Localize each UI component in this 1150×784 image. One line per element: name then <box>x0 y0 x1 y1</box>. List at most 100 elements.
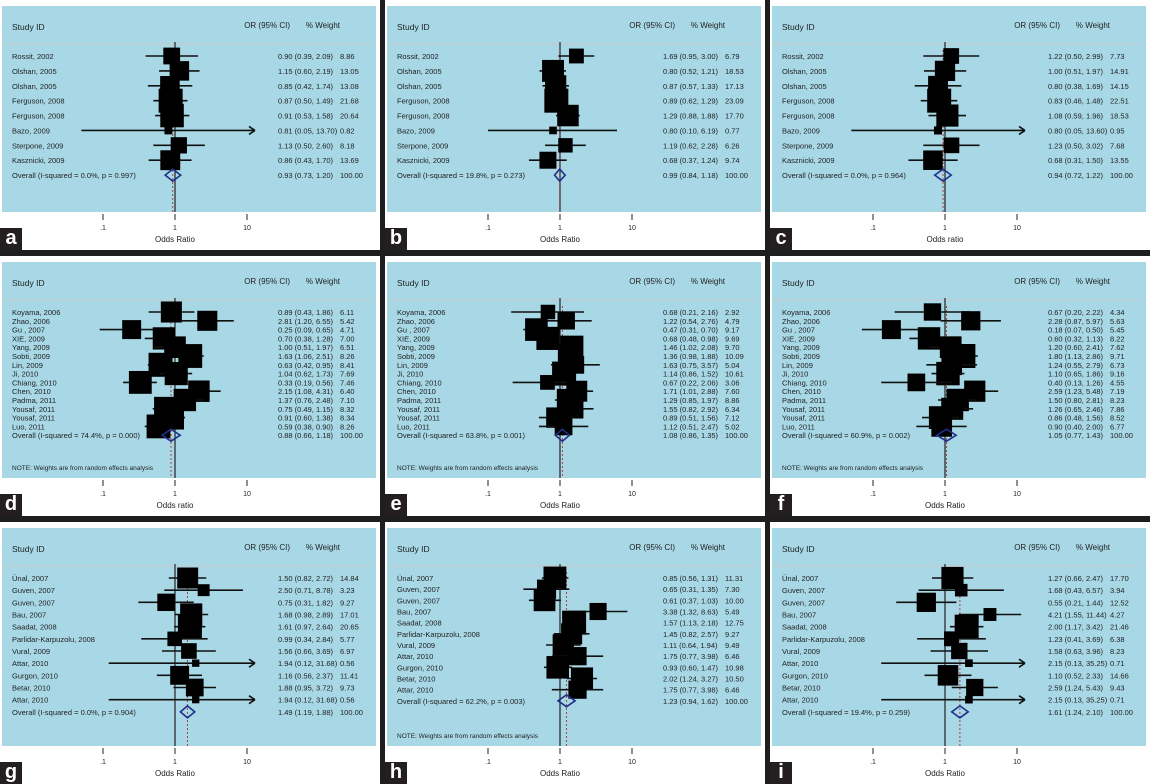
study-name: Vural, 2009 <box>782 647 820 656</box>
forest-plot-svg-f: Study ID OR (95% CI) % Weight Koyama, 2006 0… <box>772 262 1146 510</box>
study-row: Rossit, 2002 1.69 (0.95, 3.00) 6.79 <box>397 48 740 64</box>
weight-value: 17.01 <box>340 611 359 620</box>
study-name: Guven, 2007 <box>12 586 55 595</box>
study-name: Yousaf, 2011 <box>12 414 55 423</box>
study-name: Padma, 2011 <box>12 396 56 405</box>
point-estimate-box <box>568 647 587 666</box>
or-ci-value: 0.81 (0.05, 13.70) <box>278 126 338 135</box>
overall-or-ci: 1.23 (0.94, 1.62) <box>663 697 719 706</box>
point-estimate-box <box>540 375 555 390</box>
study-name: Rossit, 2002 <box>782 52 824 61</box>
study-name: Padma, 2011 <box>397 396 441 405</box>
or-ci-value: 0.80 (0.52, 1.21) <box>663 67 719 76</box>
point-estimate-box <box>568 48 584 64</box>
point-estimate-box <box>983 608 997 621</box>
weight-value: 8.26 <box>340 352 355 361</box>
overall-weight: 100.00 <box>725 431 748 440</box>
or-ci-value: 1.58 (0.63, 3.96) <box>1048 647 1104 656</box>
x-tick-label: 10 <box>628 491 636 498</box>
study-name: Vural, 2009 <box>397 641 435 650</box>
study-row: Parlidar-Karpuzolu, 2008 1.23 (0.41, 3.69… <box>782 631 1125 647</box>
study-name: XIE, 2009 <box>782 334 815 343</box>
study-name: Gurgon, 2010 <box>12 671 58 680</box>
weight-value: 7.12 <box>725 414 740 423</box>
header-study-id: Study ID <box>12 278 45 288</box>
study-row: Attar, 2010 2.15 (0.13, 35.25) 0.71 <box>782 695 1125 705</box>
x-tick-label: 1 <box>173 225 177 232</box>
overall-label: Overall (I-squared = 0.0%, p = 0.964) <box>782 171 906 180</box>
x-axis-label: Odds Ratio <box>155 235 196 244</box>
forest-panel-f: Study ID OR (95% CI) % Weight Koyama, 2006 0… <box>770 256 1150 516</box>
study-name: Rossit, 2002 <box>397 52 439 61</box>
forest-plot-svg-h: Study ID OR (95% CI) % Weight Ünal, 2007 0.8… <box>387 528 761 778</box>
study-name: Yang, 2009 <box>397 343 435 352</box>
panel-label-i: i <box>770 762 792 784</box>
study-name: Gu , 2007 <box>782 326 815 335</box>
study-name: Yousaf, 2011 <box>397 414 440 423</box>
weight-value: 0.71 <box>1110 659 1125 668</box>
study-name: Ji, 2010 <box>12 370 38 379</box>
study-name: Guven, 2007 <box>782 586 825 595</box>
point-estimate-box <box>933 126 943 135</box>
overall-diamond <box>160 428 182 443</box>
weight-value: 23.09 <box>725 97 744 106</box>
or-ci-value: 1.45 (0.82, 2.57) <box>663 630 719 639</box>
x-tick-label: 1 <box>173 491 177 498</box>
study-name: Bazo, 2009 <box>397 126 435 135</box>
weight-value: 6.79 <box>725 52 740 61</box>
overall-label: Overall (I-squared = 0.0%, p = 0.904) <box>12 708 136 717</box>
weight-value: 6.97 <box>340 647 355 656</box>
study-row: Luo, 2011 0.90 (0.40, 2.00) 6.77 <box>782 416 1125 437</box>
or-ci-value: 0.89 (0.62, 1.29) <box>663 97 719 106</box>
point-estimate-box <box>589 602 607 621</box>
study-row: Bazo, 2009 0.80 (0.05, 13.60) 0.95 <box>782 125 1125 136</box>
overall-diamond <box>554 428 571 443</box>
or-ci-value: 2.02 (1.24, 3.27) <box>663 675 719 684</box>
ci-arrow-right <box>1018 695 1026 705</box>
x-axis-label: Odds Ratio <box>155 769 196 778</box>
panel-label-e: e <box>385 494 407 516</box>
panel-label-d: d <box>0 494 22 516</box>
overall-label: Overall (I-squared = 63.8%, p = 0.001) <box>397 431 525 440</box>
or-ci-value: 2.15 (0.13, 35.25) <box>1048 696 1108 705</box>
x-tick-label: .1 <box>100 759 106 766</box>
study-row: Ünal, 2007 1.50 (0.82, 2.72) 14.84 <box>12 567 359 589</box>
or-ci-value: 1.80 (1.13, 2.86) <box>1048 352 1104 361</box>
or-ci-value: 1.63 (0.75, 3.57) <box>663 361 719 370</box>
weight-value: 9.16 <box>1110 370 1125 379</box>
x-tick-label: 10 <box>628 225 636 232</box>
point-estimate-box <box>936 104 959 127</box>
point-estimate-box <box>941 566 964 590</box>
study-name: Guven, 2007 <box>397 585 440 594</box>
study-row: Rossit, 2002 0.90 (0.39, 2.09) 8.86 <box>12 47 355 65</box>
or-ci-value: 1.08 (0.59, 1.96) <box>1048 112 1104 121</box>
weight-value: 21.46 <box>1110 623 1129 632</box>
forest-plot-svg-i: Study ID OR (95% CI) % Weight Ünal, 2007 1.2… <box>772 528 1146 778</box>
point-estimate-box <box>943 137 960 154</box>
overall-row: Overall (I-squared = 0.0%, p = 0.997) 0.9… <box>12 168 363 183</box>
study-name: Gu , 2007 <box>12 326 45 335</box>
or-ci-value: 0.89 (0.43, 1.86) <box>278 308 334 317</box>
weight-value: 8.23 <box>1110 396 1125 405</box>
study-name: Ünal, 2007 <box>12 574 48 583</box>
or-ci-value: 0.80 (0.05, 13.60) <box>1048 126 1108 135</box>
study-row: Koyama, 2006 0.67 (0.20, 2.22) 4.34 <box>782 303 1125 321</box>
weight-value: 5.77 <box>340 635 355 644</box>
x-axis-label: Odds Ratio <box>925 501 966 510</box>
overall-label: Overall (I-squared = 74.4%, p = 0.000) <box>12 431 140 440</box>
study-row: Chiang, 2010 0.33 (0.19, 0.56) 7.46 <box>12 370 355 394</box>
study-row: Vural, 2009 1.56 (0.66, 3.69) 6.97 <box>12 643 355 659</box>
study-row: Zhao, 2006 2.28 (0.87, 5.97) 5.63 <box>782 311 1125 331</box>
study-name: Kasznicki, 2009 <box>397 156 450 165</box>
study-row: Ferguson, 2008 0.91 (0.53, 1.58) 20.64 <box>12 103 359 128</box>
overall-weight: 100.00 <box>340 171 363 180</box>
weight-value: 8.26 <box>340 422 355 431</box>
point-estimate-box <box>943 48 960 64</box>
study-row: Koyama, 2006 0.68 (0.21, 2.16) 2.92 <box>397 304 740 320</box>
ci-arrow-right <box>1018 125 1026 136</box>
weight-value: 10.50 <box>725 675 744 684</box>
point-estimate-box <box>536 326 560 350</box>
or-ci-value: 1.15 (0.60, 2.19) <box>278 67 334 76</box>
weight-value: 8.52 <box>1110 414 1125 423</box>
weight-value: 10.09 <box>725 352 744 361</box>
